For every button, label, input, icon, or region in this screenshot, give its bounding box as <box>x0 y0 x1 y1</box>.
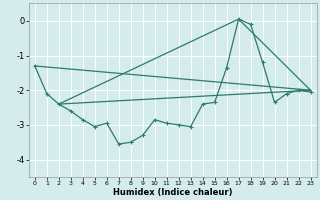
X-axis label: Humidex (Indice chaleur): Humidex (Indice chaleur) <box>113 188 232 197</box>
